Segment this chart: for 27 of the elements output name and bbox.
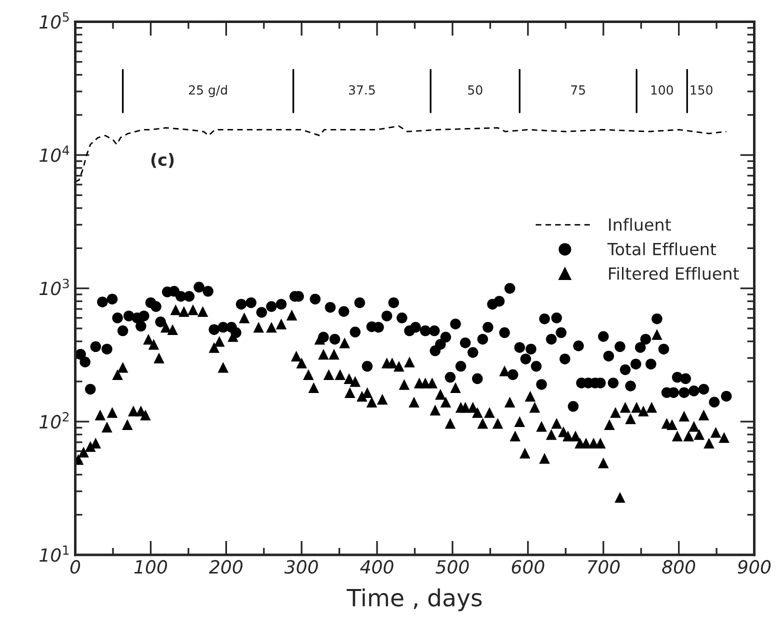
x-tick-label: 200 (209, 560, 242, 574)
annotation: 150 (690, 85, 712, 95)
x-tick-label: 400 (360, 560, 394, 574)
annotation: 75 (571, 85, 585, 95)
y-tick-label: 10$^{4}$ (40, 146, 70, 162)
line-series (75, 125, 728, 182)
legend-label: Filtered Effluent (609, 266, 739, 280)
x-tick-label: 300 (284, 560, 318, 574)
x-tick-label: 600 (512, 560, 544, 574)
legend-label: Total Effluent (607, 242, 716, 256)
annotation: (c) (151, 153, 174, 168)
x-tick-label: 100 (134, 560, 168, 574)
annotation: 37.5 (349, 85, 375, 95)
y-tick-label: 10$^{2}$ (40, 412, 69, 429)
x-tick-label: 800 (662, 560, 696, 574)
x-tick-label: 700 (588, 560, 620, 574)
y-tick-label: 10$^{5}$ (40, 12, 69, 29)
annotation: 100 (651, 85, 673, 95)
x-tick-label: 0 (70, 560, 80, 574)
x-tick-label: 900 (738, 560, 771, 574)
y-tick-label: 10$^{1}$ (40, 545, 69, 562)
legend-label: Influent (609, 218, 671, 231)
y-tick-label: 10$^{3}$ (40, 278, 69, 296)
annotation: 50 (468, 85, 482, 95)
x-tick-label: 500 (436, 560, 469, 574)
x-axis-title: Time , days (346, 588, 482, 612)
annotation: 25 g/d (188, 85, 227, 98)
